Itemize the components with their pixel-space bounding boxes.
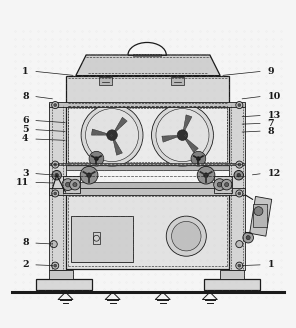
Bar — [49, 102, 245, 107]
Circle shape — [52, 171, 61, 180]
Circle shape — [80, 166, 98, 184]
Bar — [36, 278, 92, 290]
Bar — [49, 163, 245, 165]
Circle shape — [107, 130, 117, 140]
Circle shape — [236, 241, 243, 248]
Text: 10: 10 — [267, 92, 281, 101]
Circle shape — [238, 163, 241, 166]
Circle shape — [54, 163, 57, 166]
Bar — [65, 76, 229, 106]
Circle shape — [236, 102, 243, 109]
Text: 4: 4 — [22, 134, 29, 143]
Circle shape — [55, 174, 58, 177]
Bar — [171, 77, 184, 85]
Circle shape — [73, 183, 77, 187]
Polygon shape — [112, 135, 122, 155]
Circle shape — [86, 109, 139, 162]
Text: 13: 13 — [267, 111, 281, 120]
Circle shape — [217, 182, 222, 187]
Text: 5: 5 — [22, 125, 29, 134]
Polygon shape — [76, 55, 220, 76]
Text: 8: 8 — [22, 238, 29, 247]
Bar — [93, 232, 100, 244]
Circle shape — [236, 161, 243, 168]
Circle shape — [156, 109, 209, 162]
Bar — [71, 216, 133, 262]
Polygon shape — [112, 117, 127, 135]
Circle shape — [238, 192, 241, 195]
Polygon shape — [182, 115, 192, 135]
Bar — [65, 194, 229, 269]
Circle shape — [204, 173, 208, 177]
Circle shape — [54, 264, 57, 267]
Bar — [214, 176, 232, 194]
Text: 8: 8 — [267, 127, 274, 135]
Text: 6: 6 — [22, 116, 29, 125]
Circle shape — [191, 151, 206, 166]
Circle shape — [54, 104, 57, 107]
Circle shape — [52, 102, 59, 109]
Polygon shape — [162, 135, 182, 142]
Circle shape — [52, 161, 59, 168]
Bar — [65, 182, 229, 188]
Bar — [229, 104, 245, 270]
Circle shape — [87, 173, 91, 177]
Bar — [62, 176, 80, 194]
Circle shape — [238, 104, 241, 107]
Polygon shape — [250, 196, 272, 236]
Circle shape — [62, 179, 74, 191]
Bar — [252, 204, 267, 227]
Text: 12: 12 — [267, 169, 281, 178]
Circle shape — [81, 104, 143, 166]
Circle shape — [237, 174, 241, 177]
Circle shape — [70, 179, 80, 190]
Bar — [49, 188, 245, 195]
Polygon shape — [182, 135, 198, 153]
Circle shape — [172, 221, 201, 251]
Circle shape — [52, 190, 59, 197]
Text: 11: 11 — [15, 178, 29, 187]
Circle shape — [177, 130, 188, 140]
Circle shape — [94, 157, 99, 161]
Circle shape — [225, 183, 229, 187]
Circle shape — [254, 207, 263, 215]
Text: 3: 3 — [22, 169, 29, 178]
Bar — [133, 53, 161, 56]
Circle shape — [234, 171, 243, 180]
Circle shape — [221, 179, 232, 190]
Text: 9: 9 — [267, 67, 274, 76]
Bar — [99, 77, 112, 85]
Circle shape — [65, 182, 70, 187]
Text: 2: 2 — [22, 260, 29, 269]
Circle shape — [196, 157, 200, 161]
Bar — [49, 270, 73, 278]
Circle shape — [89, 151, 104, 166]
Circle shape — [236, 190, 243, 197]
Circle shape — [54, 192, 57, 195]
Bar — [49, 104, 65, 270]
Bar — [204, 278, 260, 290]
Circle shape — [246, 236, 250, 240]
Circle shape — [52, 262, 59, 269]
Text: 8: 8 — [22, 92, 29, 101]
Circle shape — [243, 232, 253, 243]
Text: 7: 7 — [267, 119, 274, 128]
Polygon shape — [91, 129, 112, 135]
Circle shape — [238, 264, 241, 267]
Circle shape — [197, 166, 215, 184]
Text: 1: 1 — [267, 260, 274, 269]
Circle shape — [214, 179, 226, 191]
Bar — [220, 270, 244, 278]
Bar — [65, 165, 229, 170]
Bar — [65, 106, 229, 165]
Circle shape — [50, 241, 57, 248]
Circle shape — [236, 262, 243, 269]
Circle shape — [166, 216, 206, 256]
Circle shape — [152, 104, 213, 166]
Bar — [68, 108, 227, 162]
Text: 1: 1 — [22, 67, 29, 76]
